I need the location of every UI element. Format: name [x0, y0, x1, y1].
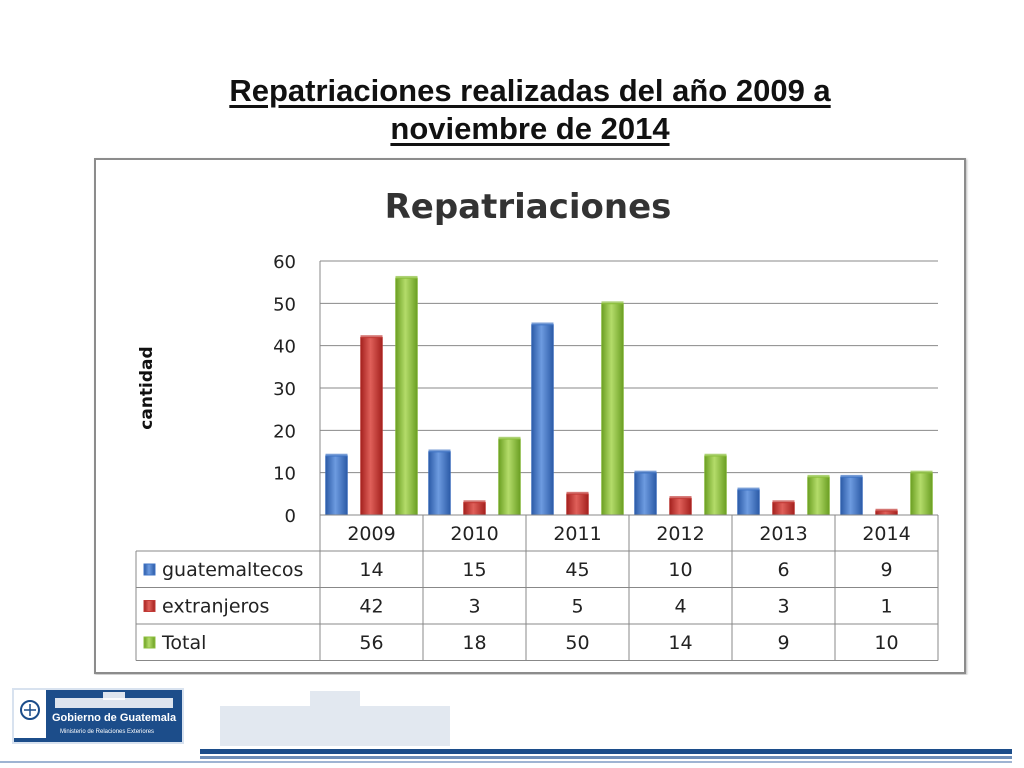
bar-cap — [428, 449, 451, 453]
data-label: 9 — [777, 632, 789, 654]
data-label: 56 — [359, 632, 383, 654]
bar-guatemaltecos-2012 — [634, 472, 657, 516]
bar-cap — [360, 335, 383, 339]
bar-extranjeros-2011 — [566, 493, 589, 516]
footer-stripe — [200, 749, 1012, 754]
bar-extranjeros-2013 — [772, 502, 795, 516]
bar-guatemaltecos-2010 — [428, 451, 451, 516]
chart-title: Repatriaciones — [385, 187, 672, 227]
coat-of-arms-icon — [14, 690, 46, 738]
bar-extranjeros-2010 — [463, 502, 486, 516]
bar-cap — [634, 470, 657, 474]
bar-guatemaltecos-2014 — [840, 476, 863, 516]
bar-guatemaltecos-2009 — [325, 455, 348, 516]
data-label: 14 — [668, 632, 692, 654]
bar-guatemaltecos-2013 — [737, 489, 760, 516]
bar-cap — [840, 474, 863, 478]
data-label: 6 — [777, 559, 789, 581]
y-tick-label: 20 — [273, 421, 296, 442]
y-tick-label: 10 — [273, 464, 296, 485]
bar-total-2013 — [807, 476, 830, 516]
legend-label: extranjeros — [162, 596, 269, 618]
data-label: 45 — [565, 559, 589, 581]
legend-swatch-total — [143, 636, 156, 649]
y-tick-label: 0 — [285, 506, 296, 527]
bar-total-2014 — [910, 472, 933, 516]
bar-extranjeros-2009 — [360, 336, 383, 516]
bar-cap — [395, 275, 418, 279]
slide-title: Repatriaciones realizadas del año 2009 a… — [0, 72, 1024, 148]
footer-stripe — [0, 761, 1012, 763]
bar-cap — [463, 500, 486, 504]
palace-icon — [55, 692, 173, 708]
y-tick-label: 30 — [273, 379, 296, 400]
data-label: 18 — [462, 632, 486, 654]
data-label: 4 — [674, 596, 686, 618]
x-tick-label: 2012 — [656, 523, 704, 545]
slide-title-line2: noviembre de 2014 — [390, 111, 670, 146]
bar-cap — [498, 436, 521, 440]
bar-cap — [669, 496, 692, 500]
data-label: 10 — [874, 632, 898, 654]
bar-cap — [325, 453, 348, 457]
bar-cap — [704, 453, 727, 457]
x-tick-label: 2014 — [862, 523, 910, 545]
chart-frame: Repatriaciones cantidad 0 10 20 30 40 50 60 2009 2… — [94, 158, 966, 674]
bar-total-2011 — [601, 303, 624, 516]
y-tick-label: 60 — [273, 252, 296, 273]
legend-label: Total — [161, 632, 206, 654]
data-label: 50 — [565, 632, 589, 654]
data-label: 3 — [468, 596, 480, 618]
data-label: 10 — [668, 559, 692, 581]
data-label: 3 — [777, 596, 789, 618]
data-label: 9 — [880, 559, 892, 581]
logo-name: Gobierno de Guatemala — [52, 712, 177, 724]
bar-cap — [875, 508, 898, 512]
bar-cap — [737, 487, 760, 491]
bar-chart: Repatriaciones cantidad 0 10 20 30 40 50 60 2009 2… — [135, 187, 939, 661]
x-tick-label: 2011 — [553, 523, 601, 545]
bar-cap — [807, 474, 830, 478]
x-tick-label: 2010 — [450, 523, 498, 545]
y-tick-label: 50 — [273, 294, 296, 315]
y-tick-label: 40 — [273, 337, 296, 358]
x-tick-label: 2009 — [347, 523, 395, 545]
bar-extranjeros-2012 — [669, 497, 692, 516]
bar-guatemaltecos-2011 — [531, 324, 554, 516]
legend-swatch-guatemaltecos — [143, 563, 156, 576]
bar-cap — [772, 500, 795, 504]
footer-stripe — [200, 756, 1012, 759]
x-tick-label: 2013 — [759, 523, 807, 545]
bar-cap — [910, 470, 933, 474]
bar-total-2010 — [498, 438, 521, 516]
data-label: 15 — [462, 559, 486, 581]
legend-label: guatemaltecos — [162, 559, 303, 581]
slide-title-line1: Repatriaciones realizadas del año 2009 a — [229, 73, 831, 108]
building-watermark — [220, 691, 450, 746]
logo-subtitle: Ministerio de Relaciones Exteriores — [60, 729, 155, 735]
data-label: 1 — [880, 596, 892, 618]
bar-total-2012 — [704, 455, 727, 516]
bar-cap — [531, 322, 554, 326]
data-label: 42 — [359, 596, 383, 618]
bar-total-2009 — [395, 277, 418, 516]
bar-cap — [601, 301, 624, 305]
data-label: 14 — [359, 559, 383, 581]
y-axis-label: cantidad — [137, 346, 157, 429]
bar-cap — [566, 491, 589, 495]
legend-swatch-extranjeros — [143, 600, 156, 612]
data-label: 5 — [571, 596, 583, 618]
